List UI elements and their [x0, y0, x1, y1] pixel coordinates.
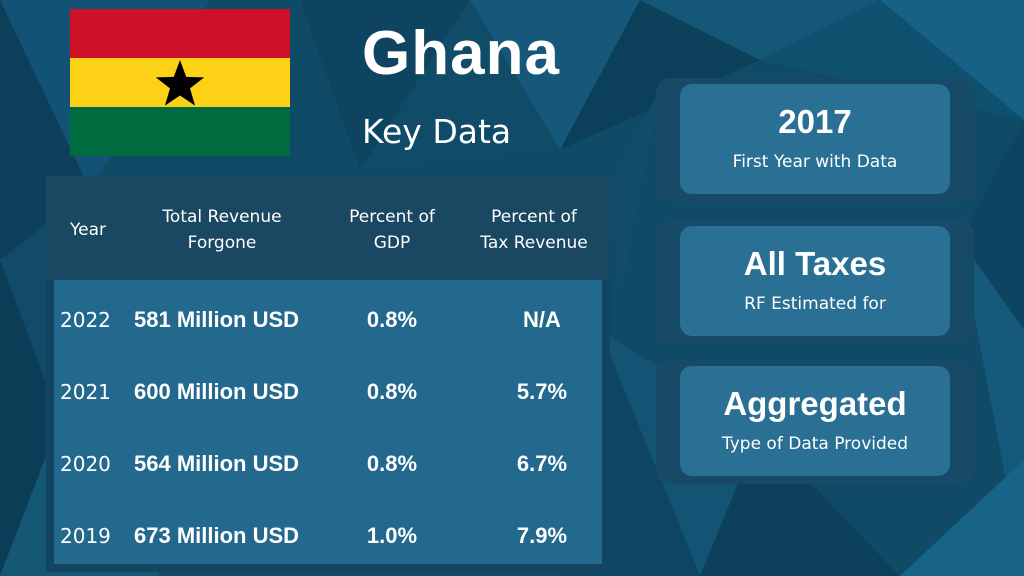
card-value: Aggregated [723, 385, 907, 422]
data-table: Year Total Revenue Forgone Percent of GD… [46, 176, 610, 572]
gdp-percent-cell: 0.8% [366, 307, 418, 332]
card-inner: 2017 First Year with Data [680, 84, 950, 194]
table-row: 2021 600 Million USD 0.8% 5.7% [54, 356, 602, 428]
card-label: First Year with Data [732, 152, 898, 172]
tax-percent-cell: 7.9% [516, 523, 568, 548]
revenue-cell: 673 Million USD [134, 523, 300, 548]
card-inner: Aggregated Type of Data Provided [680, 366, 950, 476]
data-type-card: Aggregated Type of Data Provided [656, 360, 974, 484]
rf-estimated-card: All Taxes RF Estimated for [656, 220, 974, 344]
column-header-percent-of-tax-revenue: Percent of Tax Revenue [480, 207, 588, 253]
year-cell: 2022 [60, 308, 111, 332]
column-header-total-revenue-forgone: Total Revenue Forgone [162, 207, 282, 253]
card-label: Type of Data Provided [721, 434, 909, 454]
column-header-percent-of-gdp: Percent of GDP [349, 207, 435, 253]
gdp-percent-cell: 1.0% [366, 523, 418, 548]
column-header-year: Year [70, 220, 106, 240]
first-year-card: 2017 First Year with Data [656, 78, 974, 202]
year-cell: 2020 [60, 452, 111, 476]
gdp-percent-cell: 0.8% [366, 379, 418, 404]
table-row: 2022 581 Million USD 0.8% N/A [54, 284, 602, 356]
table-body: 2022 581 Million USD 0.8% N/A 2021 600 M… [54, 280, 602, 564]
card-value: All Taxes [743, 245, 887, 282]
table-row: 2019 673 Million USD 1.0% 7.9% [54, 500, 602, 572]
page-title: Ghana [362, 19, 560, 88]
table-header: Year Total Revenue Forgone Percent of GD… [46, 176, 610, 280]
ghana-flag-icon [70, 9, 290, 156]
table-row: 2020 564 Million USD 0.8% 6.7% [54, 428, 602, 500]
gdp-percent-cell: 0.8% [366, 451, 418, 476]
card-value: 2017 [778, 103, 852, 140]
card-inner: All Taxes RF Estimated for [680, 226, 950, 336]
revenue-cell: 564 Million USD [134, 451, 300, 476]
page-subtitle: Key Data [362, 112, 512, 151]
tax-percent-cell: 5.7% [516, 379, 568, 404]
tax-percent-cell: N/A [523, 307, 561, 332]
year-cell: 2021 [60, 380, 111, 404]
year-cell: 2019 [60, 524, 111, 548]
card-label: RF Estimated for [744, 294, 886, 314]
revenue-cell: 581 Million USD [134, 307, 300, 332]
revenue-cell: 600 Million USD [134, 379, 300, 404]
tax-percent-cell: 6.7% [516, 451, 568, 476]
